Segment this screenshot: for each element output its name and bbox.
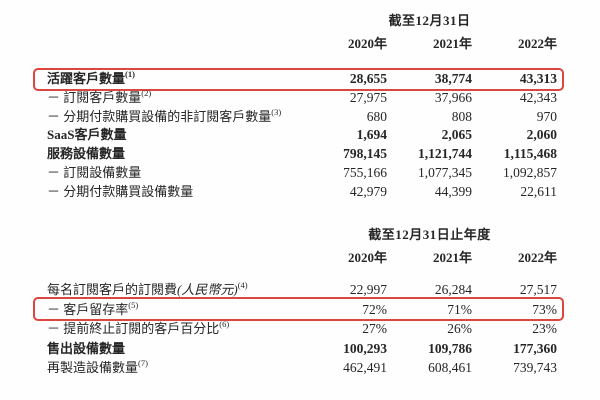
value-2021: 44,399 [434, 183, 472, 199]
value-2021: 37,966 [434, 89, 472, 105]
value-2022: 42,343 [519, 89, 557, 105]
row-label: 售出設備數量 [47, 340, 126, 356]
footnote-marker: (5) [128, 299, 139, 310]
spacer [47, 12, 302, 29]
value-2022: 1,092,857 [503, 164, 557, 180]
value-2021: 808 [451, 108, 472, 124]
footnote-marker: (4) [237, 280, 248, 290]
table-row-saas-customers: SaaS客戶數量 1,694 2,065 2,060 [47, 126, 557, 145]
value-2020: 680 [366, 108, 387, 124]
row-label: 再製造設備數量 [47, 360, 139, 375]
footnote-marker: (7) [138, 358, 148, 368]
value-2021: 608,461 [428, 360, 472, 375]
value-2020: 27,975 [349, 89, 387, 105]
table-row-remanufactured-devices: 再製造設備數量(7) 462,491 608,461 739,743 [47, 358, 557, 378]
period-header: 截至12月31日 [388, 13, 471, 28]
row-label: － 客戶留存率 [47, 301, 129, 317]
value-2020: 100,293 [343, 340, 387, 356]
value-2020: 1,694 [356, 127, 387, 143]
value-2021: 2,065 [441, 127, 472, 143]
footnote-marker: (2) [141, 87, 152, 98]
year-header-row: 2020年 2021年 2022年 [47, 35, 557, 52]
table-row-early-termination-percentage: － 提前終止訂閱的客戶百分比(6) 27% 26% 23% [47, 319, 557, 339]
table-row-subscription-fee-per-customer: 每名訂閱客戶的訂閱費(人民幣元)(4) 22,997 26,284 27,517 [47, 280, 557, 300]
value-2022: 177,360 [513, 340, 557, 356]
value-2020: 42,979 [349, 183, 387, 199]
table-1-body: 活躍客戶數量(1) 28,655 38,774 43,313 － 訂閱客戶數量(… [33, 67, 564, 202]
footnote-marker: (1) [125, 69, 135, 79]
row-label: 服務設備數量 [47, 146, 126, 162]
value-2020: 27% [362, 321, 387, 336]
operating-metrics-table-2: 截至12月31日止年度 2020年 2021年 2022年 每名訂閱客戶的訂閱費… [33, 226, 564, 378]
table-row-subscription-devices: － 訂閱設備數量 755,166 1,077,345 1,092,857 [47, 164, 557, 183]
spacer [47, 249, 302, 266]
value-2022: 970 [536, 108, 557, 124]
col-header-2020: 2020年 [347, 36, 387, 51]
value-2021: 109,786 [428, 340, 472, 356]
period-header-row: 截至12月31日止年度 [47, 226, 557, 243]
table-row-active-customers: 活躍客戶數量(1) 28,655 38,774 43,313 [33, 67, 564, 91]
value-2020: 28,655 [349, 71, 387, 86]
table-row-devices-in-service: 服務設備數量 798,145 1,121,744 1,115,468 [47, 145, 557, 164]
table-2-body: 每名訂閱客戶的訂閱費(人民幣元)(4) 22,997 26,284 27,517… [33, 280, 564, 378]
value-2020: 755,166 [343, 164, 387, 180]
period-header-row: 截至12月31日 [47, 12, 557, 29]
row-label: － 分期付款購買設備數量 [47, 183, 194, 199]
row-label-parenthetical: (人民幣元) [177, 282, 238, 297]
value-2022: 2,060 [526, 127, 557, 143]
footnote-marker: (6) [219, 319, 230, 329]
row-label: － 分期付款購買設備的非訂閱客戶數量 [47, 108, 272, 124]
year-header-row: 2020年 2021年 2022年 [47, 249, 557, 266]
table-row-customer-retention-rate: － 客戶留存率(5) 72% 71% 73% [33, 297, 564, 321]
value-2021: 71% [447, 301, 472, 317]
spacer [47, 226, 302, 243]
row-label: 活躍客戶數量 [47, 71, 126, 86]
value-2022: 73% [532, 301, 557, 317]
value-2021: 26,284 [434, 282, 472, 297]
value-2022: 22,611 [520, 183, 557, 199]
value-2021: 38,774 [434, 71, 472, 86]
row-label: － 訂閱客戶數量 [47, 89, 142, 105]
row-label: 每名訂閱客戶的訂閱費 [47, 282, 178, 297]
col-header-2022: 2022年 [517, 36, 557, 51]
table-row-devices-sold: 售出設備數量 100,293 109,786 177,360 [47, 339, 557, 359]
row-label: SaaS客戶數量 [47, 127, 127, 143]
row-label: － 訂閱設備數量 [47, 164, 142, 180]
col-header-2021: 2021年 [432, 36, 472, 51]
value-2022: 43,313 [519, 71, 557, 86]
operating-metrics-table-1: 截至12月31日 2020年 2021年 2022年 活躍客戶數量(1) 28,… [33, 12, 564, 202]
col-header-2022: 2022年 [517, 250, 557, 265]
spacer [47, 35, 302, 52]
value-2020: 462,491 [343, 360, 387, 375]
value-2021: 1,077,345 [418, 164, 472, 180]
table-row-installment-nonsubscription-customers: － 分期付款購買設備的非訂閱客戶數量(3) 680 808 970 [47, 106, 557, 127]
table-row-installment-purchase-devices: － 分期付款購買設備數量 42,979 44,399 22,611 [47, 183, 557, 202]
value-2022: 1,115,468 [503, 146, 557, 162]
value-2021: 26% [447, 321, 472, 336]
value-2021: 1,121,744 [418, 146, 472, 162]
value-2020: 798,145 [343, 146, 387, 162]
row-label: － 提前終止訂閱的客戶百分比 [47, 321, 220, 336]
value-2022: 739,743 [513, 360, 557, 375]
table-row-subscription-customers: － 訂閱客戶數量(2) 27,975 37,966 42,343 [47, 89, 557, 108]
value-2022: 27,517 [519, 282, 557, 297]
footnote-marker: (3) [271, 106, 282, 117]
value-2020: 22,997 [349, 282, 387, 297]
value-2020: 72% [362, 301, 387, 317]
col-header-2021: 2021年 [432, 250, 472, 265]
value-2022: 23% [532, 321, 557, 336]
period-header: 截至12月31日止年度 [368, 227, 491, 242]
col-header-2020: 2020年 [347, 250, 387, 265]
